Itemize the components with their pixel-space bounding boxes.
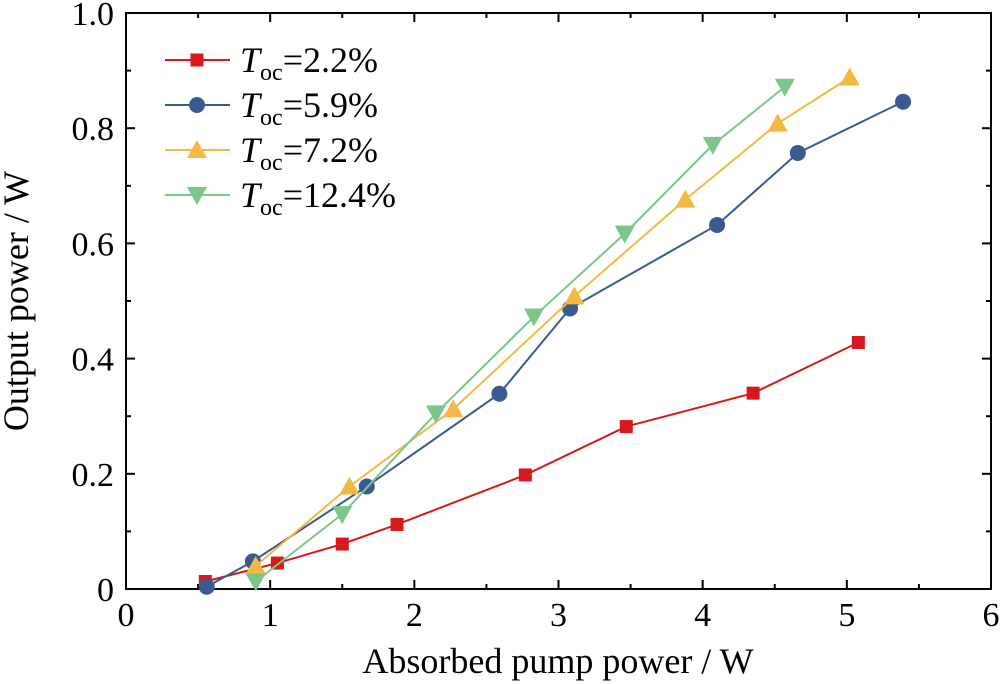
data-point [789,144,806,161]
data-point [619,420,633,434]
x-tick-label: 2 [406,597,423,634]
data-point [245,555,266,574]
legend-marker [190,53,204,67]
y-tick-label: 0.4 [72,342,115,379]
data-point [839,67,860,86]
data-point [245,573,266,592]
series-line [206,100,904,588]
y-tick-label: 0.6 [72,226,115,263]
data-point [198,578,215,595]
legend-label: Toc=7.2% [240,130,378,176]
data-point [332,506,353,525]
data-point [614,225,635,244]
x-tick-label: 6 [983,597,1000,634]
legend-item: Toc=2.2% [165,40,378,86]
y-tick-label: 1.0 [72,0,115,33]
legend: Toc=2.2%Toc=5.9%Toc=7.2%Toc=12.4% [165,40,396,221]
y-tick-label: 0 [97,572,114,609]
series-4 [245,78,795,592]
data-point [443,399,464,418]
legend-item: Toc=12.4% [165,175,396,221]
x-tick-label: 5 [838,597,855,634]
x-tick-label: 1 [262,597,279,634]
data-point [523,308,544,327]
legend-item: Toc=5.9% [165,85,378,131]
data-point [425,405,446,424]
x-tick-labels: 0 1 2 3 4 5 6 [118,597,1000,634]
legend-label: Toc=12.4% [240,175,396,221]
x-tick-label: 3 [550,597,567,634]
data-point [339,476,360,495]
legend-label: Toc=5.9% [240,85,378,131]
series-3 [245,67,860,574]
series-line [205,341,859,583]
series-layer [198,67,912,595]
data-point [851,335,865,349]
data-point [518,468,532,482]
x-axis-title: Absorbed pump power / W [362,641,753,681]
data-point [335,537,349,551]
data-point [767,113,788,132]
data-point [709,216,726,233]
legend-item: Toc=7.2% [165,130,378,176]
legend-marker [187,187,207,205]
x-tick-label: 4 [694,597,711,634]
y-tick-label: 0.8 [72,111,115,148]
data-point [774,78,795,97]
data-point [895,93,912,110]
data-point [746,386,760,400]
series-1 [198,335,865,589]
y-tick-label: 0.2 [72,457,115,494]
data-point [564,286,585,305]
legend-label: Toc=2.2% [240,40,378,86]
data-point [390,517,404,531]
x-tick-label: 0 [118,597,135,634]
y-axis-title: Output power / W [0,171,36,431]
data-point [491,385,508,402]
data-point [702,136,723,155]
axis-ticks [125,12,992,590]
y-tick-labels: 0 0.2 0.4 0.6 0.8 1.0 [72,0,115,609]
legend-marker [187,140,207,158]
legend-marker [189,97,205,113]
data-point [675,189,696,208]
